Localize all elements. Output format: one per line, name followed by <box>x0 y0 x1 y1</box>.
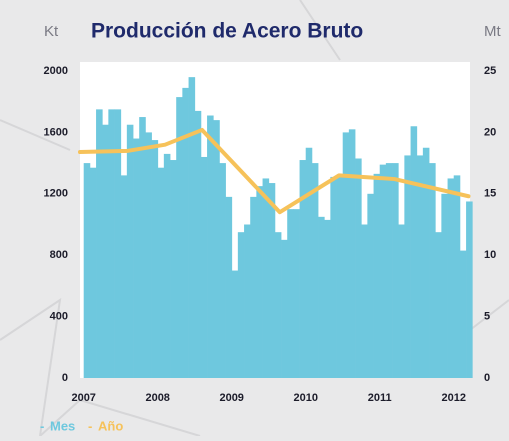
x-tick-label: 2007 <box>71 392 95 404</box>
map-line <box>0 297 62 437</box>
line <box>78 127 471 215</box>
map-line <box>0 119 71 151</box>
x-tick-label: 2008 <box>145 392 169 404</box>
bar <box>207 115 214 378</box>
bar <box>293 209 300 378</box>
bar <box>237 232 245 378</box>
bar <box>336 175 344 378</box>
bar <box>392 163 399 378</box>
y-tick-label: 400 <box>50 311 68 323</box>
bar <box>287 209 294 378</box>
bar <box>404 155 411 378</box>
bar <box>466 201 473 378</box>
bar <box>133 138 140 378</box>
bar <box>120 175 128 378</box>
bar <box>379 164 387 378</box>
bar <box>157 167 165 378</box>
y-axis-label: Kt <box>44 23 59 40</box>
y-tick-label: 0 <box>62 372 68 384</box>
legend-dash: - <box>40 418 44 433</box>
bar <box>163 153 171 378</box>
bar <box>435 232 442 378</box>
bar <box>225 196 233 378</box>
bar <box>262 178 270 378</box>
bar <box>126 124 134 378</box>
bar <box>410 126 418 378</box>
bar <box>244 224 251 378</box>
bar <box>89 167 97 378</box>
x-tick-label: 2011 <box>368 392 392 404</box>
bar <box>373 173 381 378</box>
bar <box>355 158 362 378</box>
bar <box>102 124 109 378</box>
y2-tick-label: 5 <box>484 311 490 323</box>
y2-tick-label: 0 <box>484 372 490 384</box>
map-line <box>469 299 509 331</box>
bar <box>342 132 350 378</box>
y-tick-label: 800 <box>50 249 68 261</box>
bar <box>422 147 430 378</box>
y2-axis-label: Mt <box>484 23 501 40</box>
bar <box>305 147 313 378</box>
bar <box>268 183 276 378</box>
legend-label: Mes <box>50 418 75 433</box>
bar <box>188 77 196 378</box>
bar <box>398 224 405 378</box>
bar <box>231 270 239 378</box>
bar <box>170 160 177 378</box>
y2-tick-label: 10 <box>484 249 496 261</box>
bar <box>108 109 115 378</box>
bar <box>274 232 282 378</box>
bar <box>256 186 263 378</box>
bar <box>96 109 103 378</box>
y-tick-label: 1600 <box>44 126 68 138</box>
bar <box>182 87 189 378</box>
bar <box>385 163 393 378</box>
bar <box>447 178 455 378</box>
x-tick-label: 2012 <box>441 392 465 404</box>
y2-tick-label: 15 <box>484 188 496 200</box>
x-tick-label: 2010 <box>293 392 317 404</box>
bar <box>139 117 146 379</box>
bar <box>145 132 152 378</box>
bar <box>114 109 122 378</box>
map-line <box>39 398 201 437</box>
bar <box>311 163 319 378</box>
bar <box>330 176 337 378</box>
y2-tick-label: 20 <box>484 126 496 138</box>
y-tick-label: 1200 <box>44 188 68 200</box>
bar <box>299 160 307 378</box>
bar <box>151 140 159 378</box>
bar <box>416 155 424 378</box>
bar <box>361 224 368 378</box>
y-tick-label: 2000 <box>44 65 68 77</box>
map-line <box>299 0 341 61</box>
bar <box>219 163 226 378</box>
bar <box>459 250 467 378</box>
bar <box>200 156 208 378</box>
bar <box>453 175 461 378</box>
bar <box>194 110 202 378</box>
bar <box>441 193 448 378</box>
x-tick-label: 2009 <box>219 392 243 404</box>
bar <box>348 129 356 378</box>
y2-tick-label: 25 <box>484 65 496 77</box>
legend-label: Año <box>98 418 123 433</box>
bar <box>213 120 220 379</box>
bar <box>318 216 325 378</box>
bar <box>83 163 91 378</box>
bar <box>429 163 436 378</box>
bar <box>250 196 257 378</box>
chart-title: Producción de Acero Bruto <box>91 20 363 43</box>
bar <box>176 97 183 378</box>
bar <box>324 219 331 378</box>
bar <box>367 193 374 378</box>
bar <box>281 239 288 378</box>
legend-dash: - <box>88 418 92 433</box>
